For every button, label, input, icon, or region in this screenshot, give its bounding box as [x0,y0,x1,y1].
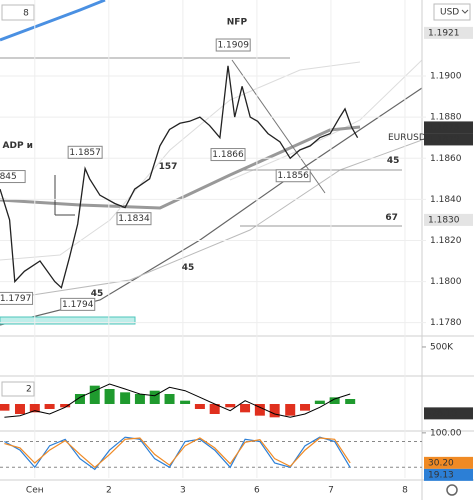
annotation: 845 [0,172,17,182]
price-marker-label: 19.13 [428,470,454,480]
histogram-bar [345,399,356,404]
price-marker [424,407,473,420]
dropdown-arrow [461,9,469,14]
annotation: 1.1856 [277,171,309,181]
currency: USD [440,8,459,18]
x-tick-label: 8 [402,486,408,496]
x-tick-label: 2 [106,486,112,496]
price-marker-label: 1.1921 [428,28,460,38]
annotation: 1.1794 [62,300,94,310]
x-tick-label: Сен [26,486,44,496]
annotation-box [60,297,96,311]
histogram-bar [104,389,115,404]
annotation: 157 [159,162,178,172]
x-tick-label: 6 [254,486,260,496]
price-marker [424,133,473,146]
y-tick-label: 1.1820 [430,236,462,246]
y-tick-label: 100.00 [430,428,462,438]
price-marker [424,121,473,134]
annotation: 1.1834 [118,214,150,224]
y-tick-label: 1.1900 [430,72,462,82]
layers-button[interactable]: 8 [1,4,35,21]
indicator-label: 2 [26,385,32,395]
histogram-bar [329,397,340,404]
annotation-box [215,38,251,52]
annotation: 1.1797 [0,294,31,304]
price-marker [424,26,473,39]
price-marker-label: -28.10 [428,409,457,419]
histogram-bar [134,394,145,404]
price-marker [424,468,473,481]
annotation: 1.1909 [217,41,249,51]
x-tick-label: 3 [180,486,186,496]
histogram-bar [300,404,311,411]
annotation: 67 [385,213,398,223]
price-marker [424,213,473,226]
settings[interactable] [446,484,458,496]
y-tick-label: 500K [430,342,454,352]
histogram-bar [14,404,25,414]
histogram-bar [240,404,251,413]
annotation-box [210,148,246,162]
price-marker-label: 1.1875 [428,123,460,133]
histogram-bar [209,404,220,414]
histogram-bar [0,404,10,411]
histogram-bar [180,400,191,404]
histogram-bar [149,390,160,404]
histogram-bar [269,404,280,418]
series-line [0,65,359,289]
annotation-box [116,212,152,226]
histogram-bar [164,394,175,404]
annotation: NFP [227,17,248,27]
annotation-box [275,169,311,183]
annotation-box [0,170,26,184]
currency-select[interactable]: USD [433,3,471,21]
histogram-bar [89,385,100,404]
price-marker-label: 1.1830 [428,215,460,225]
annotation: 45 [387,156,400,166]
annotation: 1.1857 [69,148,101,158]
histogram-bar [120,392,131,404]
layers-count: 8 [23,9,29,19]
histogram-bar [254,404,265,416]
annotation: 1.1866 [212,150,244,160]
y-tick-label: 1.1780 [430,318,462,328]
histogram-bar [225,404,236,408]
indicator-label-box [1,381,35,397]
x-tick-label: 7 [328,486,334,496]
y-tick-label: 1.1860 [430,154,462,164]
series-line [4,437,351,469]
price-marker-label: 1.1870 [428,135,460,145]
histogram-bar [74,394,85,404]
price-marker [424,456,473,469]
y-tick-label: 1.1880 [430,113,462,123]
annotation-box [0,291,34,305]
histogram-bar [194,404,205,409]
annotation: 45 [182,263,195,273]
annotation: ADP и [3,141,33,151]
histogram-bar [60,404,71,408]
y-tick-label: 1.1840 [430,195,462,205]
histogram-bar [285,404,296,416]
series-line [4,383,351,418]
annotation: 45 [91,289,104,299]
histogram-bar [29,404,40,413]
y-tick-label: 1.1800 [430,277,462,287]
price-marker-label: 30.20 [428,458,454,468]
histogram-bar [44,404,55,409]
histogram-bar [314,400,325,404]
annotation-box [67,145,103,159]
symbol-label: EURUSD [388,133,426,143]
